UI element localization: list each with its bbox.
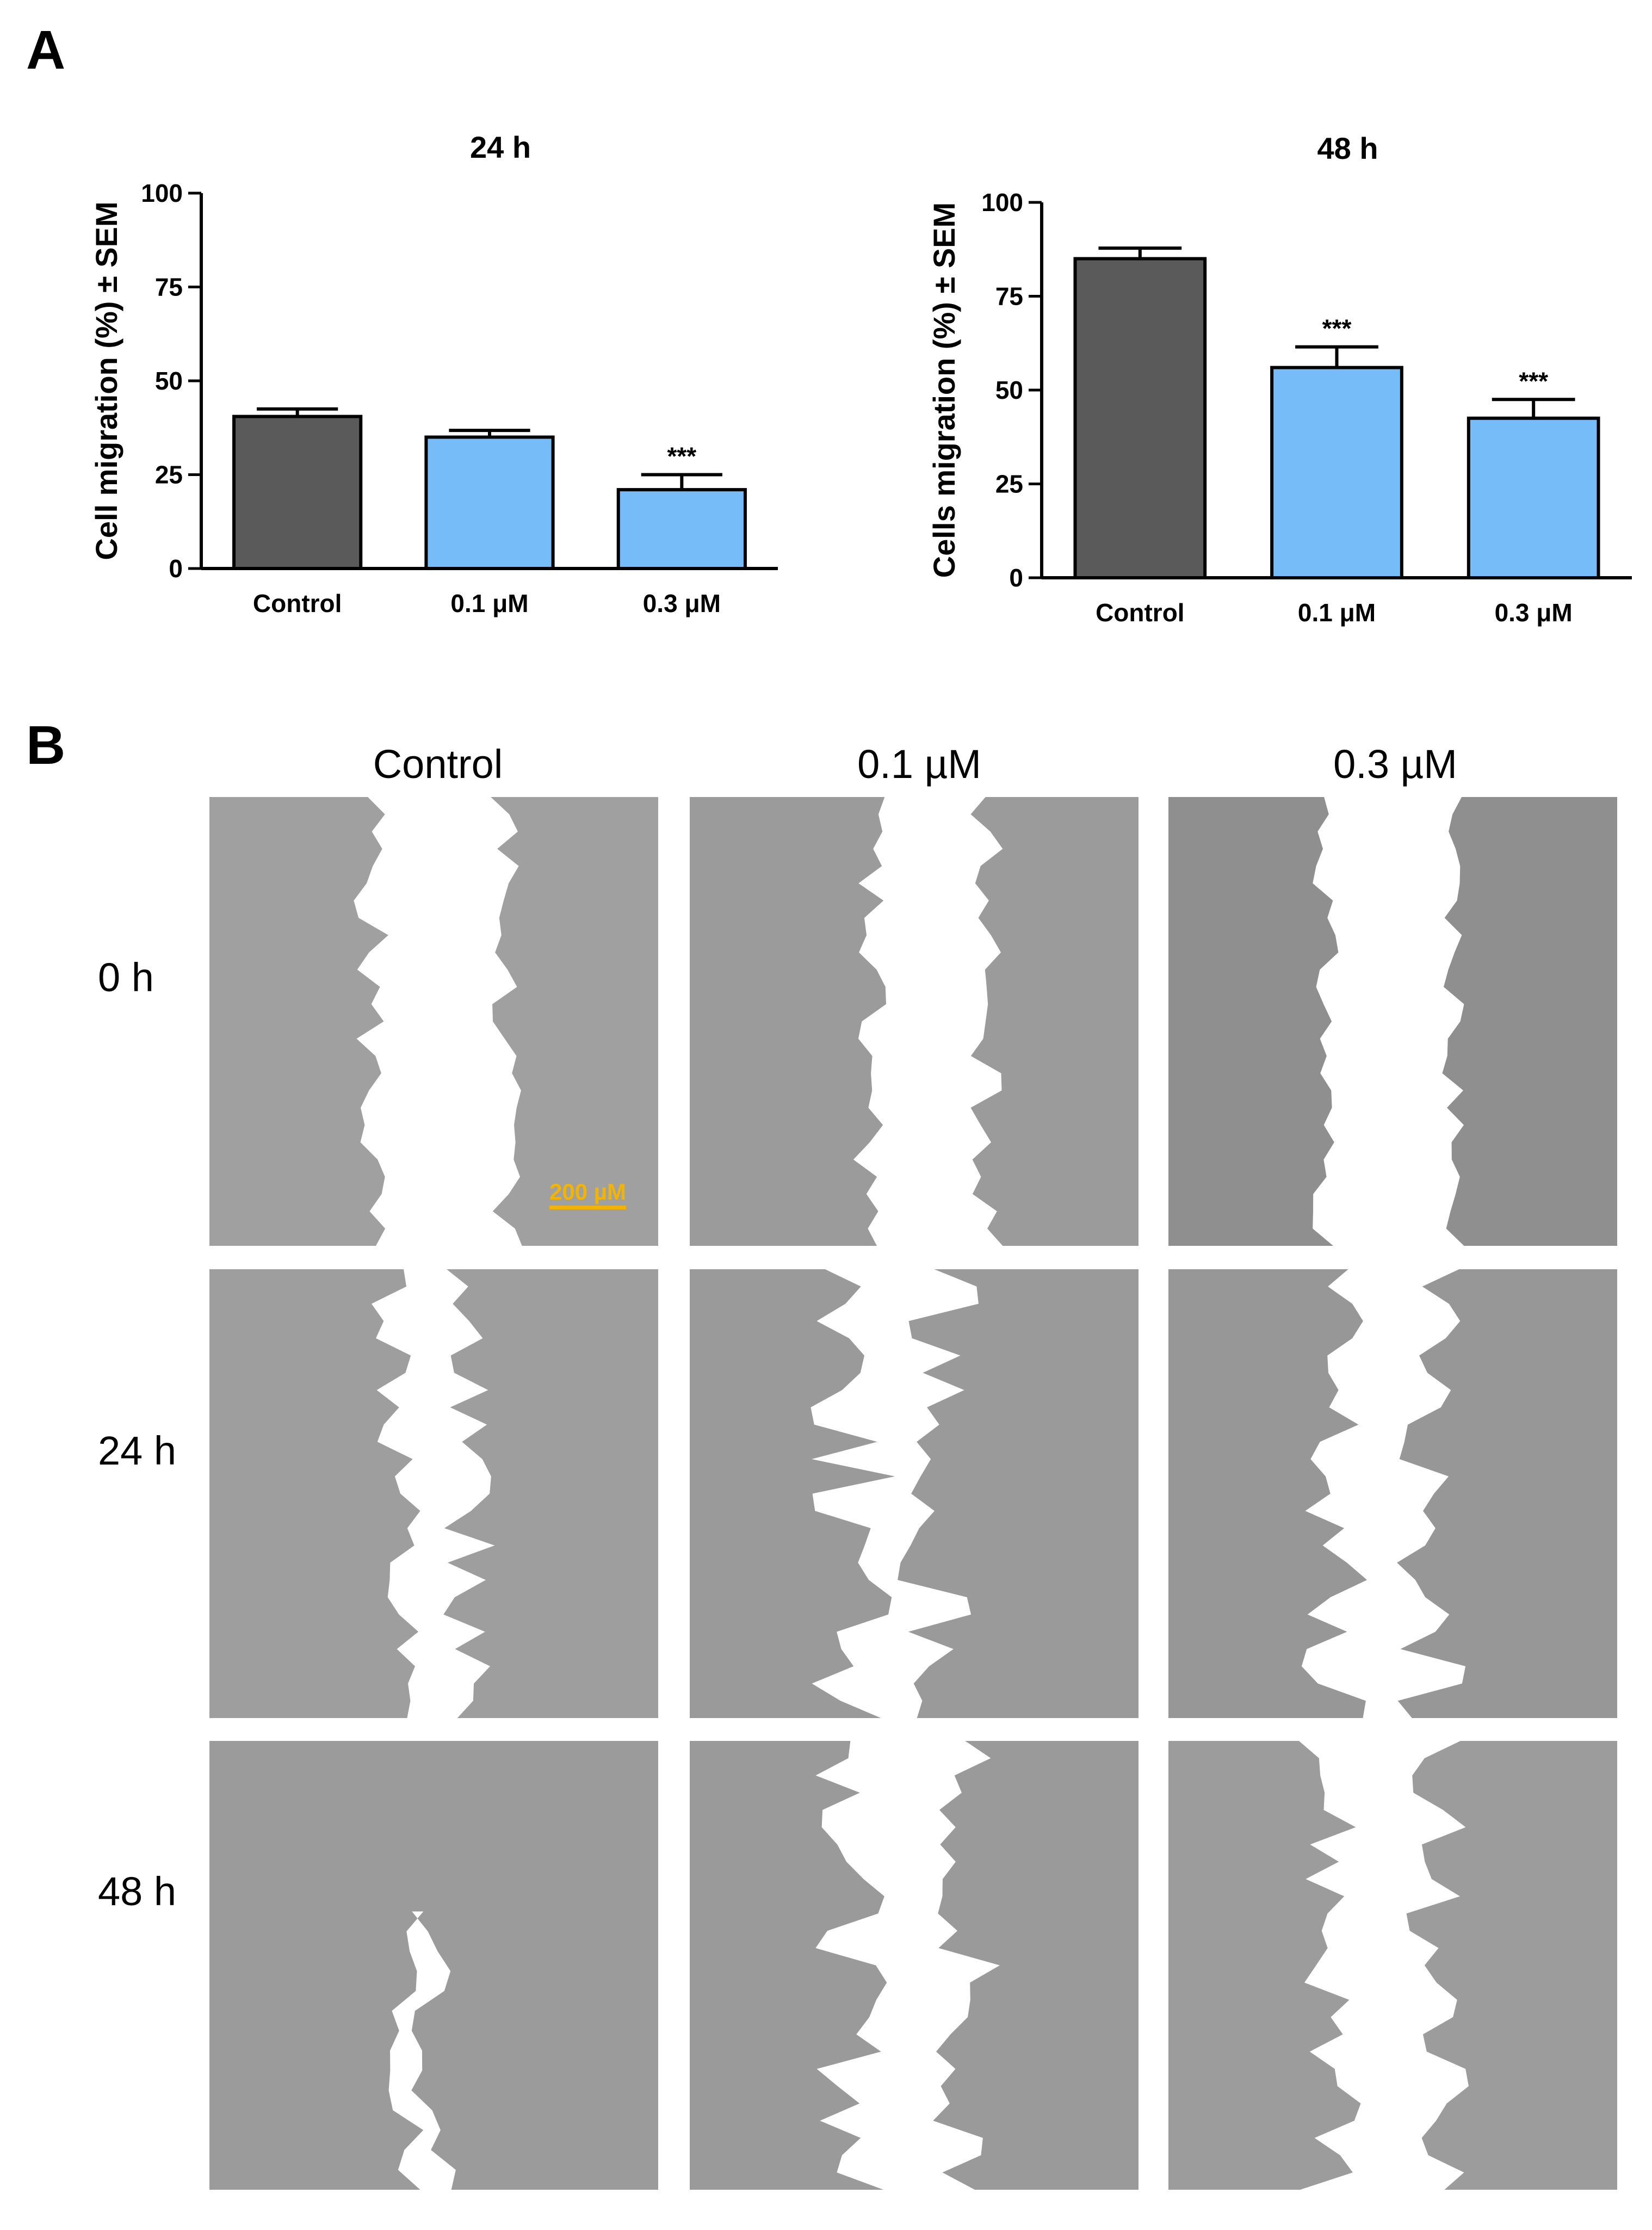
x-tick-label: 0.1 μM [1298,598,1376,627]
wound-gap [815,1741,1000,2190]
bar-chart-48h: 48 h Cells migration (%) ± SEM 0 25 50 75 100 C… [927,131,1632,627]
y-tick-label: 100 [141,179,183,207]
significance-marker: *** [1519,367,1548,395]
wound-gap [1301,1269,1466,1718]
x-tick-label: Control [253,589,342,617]
wound-gap [1298,1741,1469,2190]
bar [1270,366,1403,579]
chart-title: 24 h [470,130,531,164]
panel-label-a: A [26,20,66,81]
x-tick-label: 0.3 μM [643,589,721,617]
wound-gap [371,1269,495,1718]
significance-marker: *** [667,442,696,471]
micrograph-r2-c1 [690,1741,1139,2190]
y-tick-label: 25 [995,470,1023,498]
bar [1073,257,1207,579]
bar [1467,416,1600,579]
y-tick-label: 75 [995,282,1023,311]
row-label-24h: 24 h [98,1428,177,1473]
bar [424,435,555,570]
wound-gap [853,797,1003,1246]
row-label-0h: 0 h [98,955,154,1000]
x-tick-label: 0.3 μM [1495,598,1573,627]
row-label-48h: 48 h [98,1869,177,1914]
y-tick-label: 50 [155,367,183,395]
y-tick-label: 25 [155,461,183,489]
micrograph-r0-c1 [690,797,1139,1246]
wound-gap [810,1269,979,1718]
micrograph-r0-c0 [209,797,658,1246]
chart-title: 48 h [1317,131,1378,165]
panel-label-b: B [26,715,66,776]
y-tick-label: 0 [169,554,183,583]
wound-gap [1313,797,1464,1246]
significance-marker: *** [1322,314,1352,343]
y-tick-label: 100 [981,188,1023,217]
wound-gap [354,797,522,1246]
micrograph-r1-c0 [209,1269,658,1718]
micrograph-r2-c0 [209,1741,658,2190]
bar [232,415,363,570]
y-tick-label: 50 [995,376,1023,404]
y-tick-label: 75 [155,273,183,301]
y-axis-label: Cell migration (%) ± SEM [89,201,123,560]
column-label-0-1um: 0.1 µM [857,742,981,787]
column-label-0-3um: 0.3 µM [1333,742,1457,787]
micrograph-r1-c2 [1168,1269,1617,1718]
micrograph-r2-c2 [1168,1741,1617,2190]
y-axis-label: Cells migration (%) ± SEM [927,202,961,578]
micrograph-r1-c1 [690,1269,1139,1718]
x-tick-label: 0.1 μM [450,589,528,617]
scale-bar: 200 µM [549,1181,626,1209]
x-tick-label: Control [1096,598,1185,627]
bar-chart-24h: 24 h Cell migration (%) ± SEM 0 25 50 75 100 Co… [89,130,778,617]
column-label-control: Control [373,742,503,787]
wound-gap [388,1911,456,2190]
y-tick-label: 0 [1009,564,1023,592]
micrograph-r0-c2 [1168,797,1617,1246]
bar [616,488,747,570]
